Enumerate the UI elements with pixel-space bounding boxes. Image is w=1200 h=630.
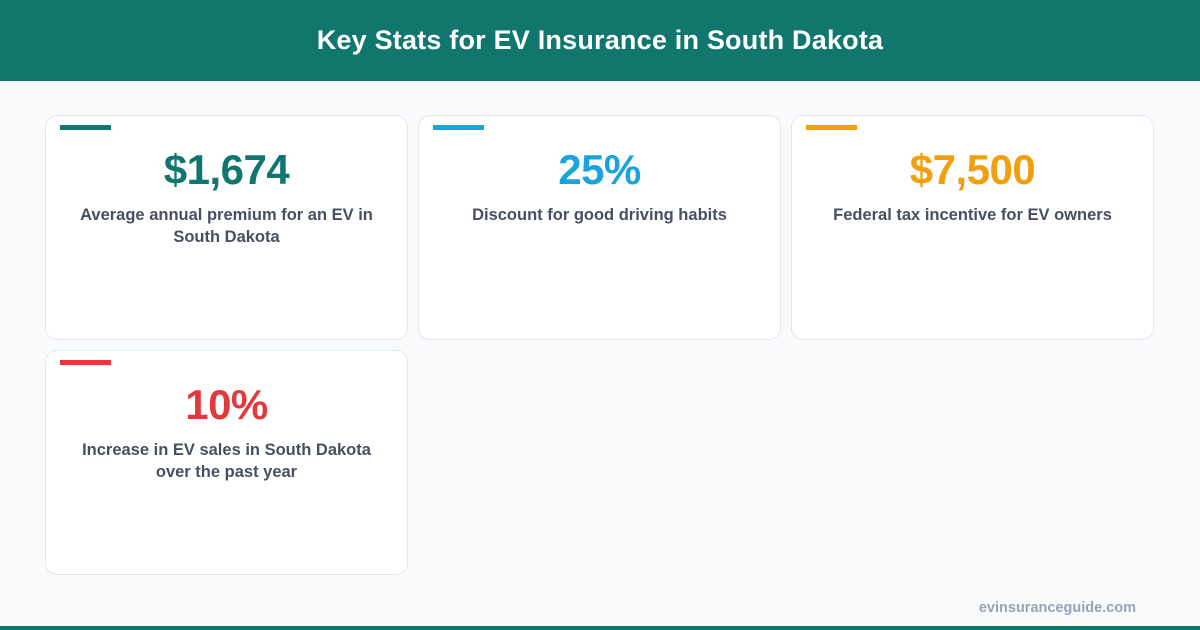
page-title: Key Stats for EV Insurance in South Dako… (316, 25, 884, 55)
stat-card-ev-sales-increase: 10% Increase in EV sales in South Dakota… (45, 350, 408, 575)
stat-label: Increase in EV sales in South Dakota ove… (82, 441, 371, 481)
accent-bar (433, 125, 484, 130)
accent-bar (60, 360, 111, 365)
stat-label: Federal tax incentive for EV owners (833, 206, 1112, 224)
accent-bar (60, 125, 111, 130)
stat-card-average-premium: $1,674 Average annual premium for an EV … (45, 115, 408, 340)
stat-label: Discount for good driving habits (472, 206, 727, 224)
bottom-accent-bar (0, 626, 1200, 630)
stat-value: $7,500 (909, 146, 1036, 193)
site-url: evinsuranceguide.com (978, 600, 1136, 616)
stat-card-good-driver-discount: 25% Discount for good driving habits (418, 115, 781, 340)
stat-value: 25% (558, 146, 641, 193)
accent-bar (806, 125, 857, 130)
stat-label: Average annual premium for an EV in Sout… (80, 206, 373, 246)
header-banner: Key Stats for EV Insurance in South Dako… (0, 0, 1200, 81)
stat-value: 10% (185, 381, 268, 428)
stat-value: $1,674 (163, 146, 290, 193)
stat-card-federal-tax-incentive: $7,500 Federal tax incentive for EV owne… (791, 115, 1154, 340)
